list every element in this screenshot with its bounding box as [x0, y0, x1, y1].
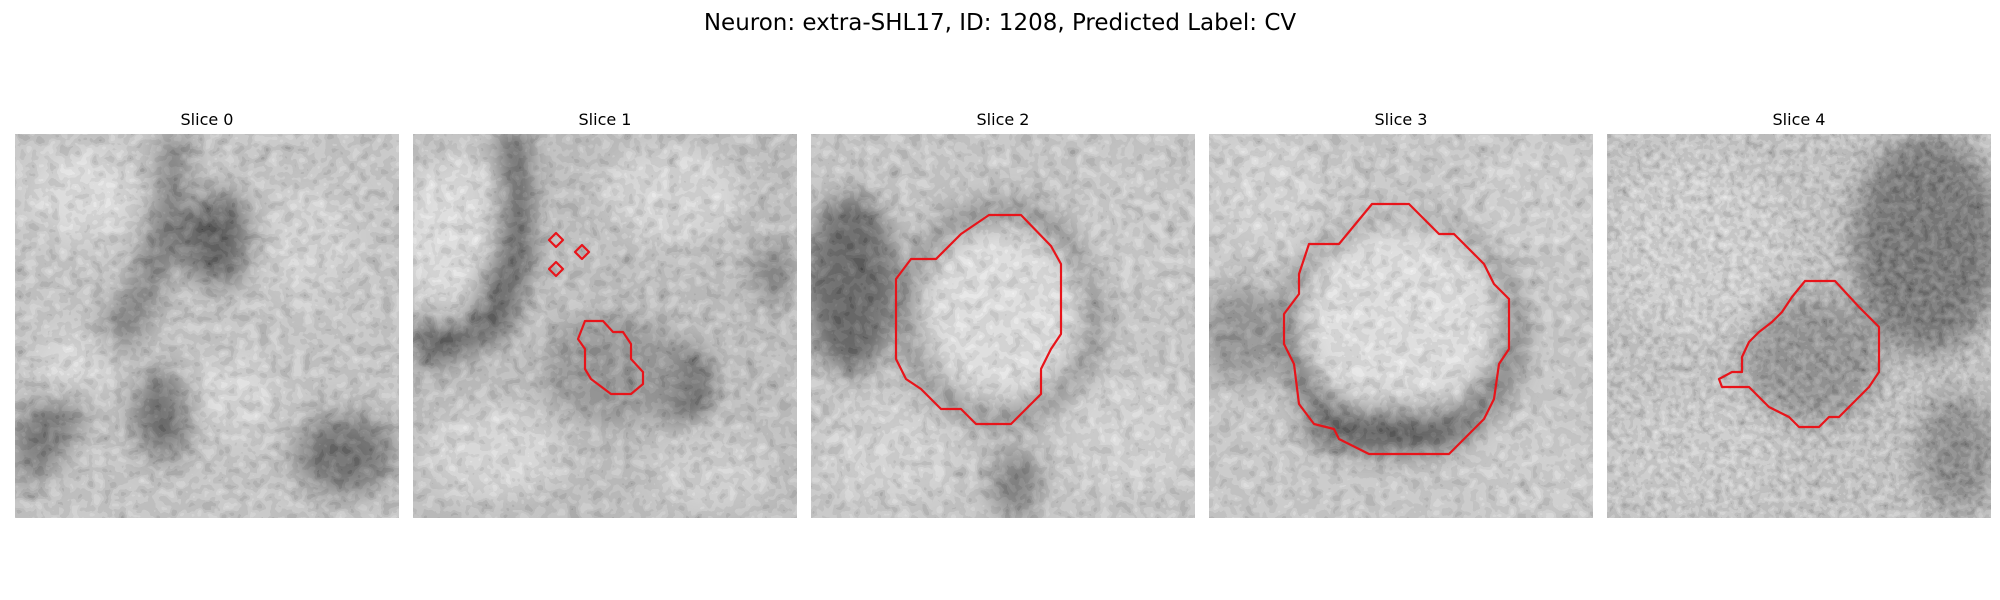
- figure-title: Neuron: extra-SHL17, ID: 1208, Predicted…: [703, 10, 1297, 36]
- segmentation-contour: [1282, 202, 1511, 456]
- segmentation-contour: [894, 213, 1063, 426]
- slice-title-3: Slice 3: [1374, 110, 1428, 129]
- slice-title-4: Slice 4: [1772, 110, 1826, 129]
- segmentation-fragment: [573, 243, 591, 261]
- em-image-slice-4: [1607, 134, 1991, 518]
- em-image-slice-0: [15, 134, 399, 518]
- slice-title-0: Slice 0: [180, 110, 234, 129]
- slice-title-1: Slice 1: [578, 110, 632, 129]
- segmentation-contour: [576, 319, 645, 396]
- em-image-slice-2: [811, 134, 1195, 518]
- em-image-slice-1: [413, 134, 797, 518]
- em-image-slice-3: [1209, 134, 1593, 518]
- slice-title-2: Slice 2: [976, 110, 1030, 129]
- segmentation-fragment: [547, 260, 565, 278]
- segmentation-contour: [1717, 279, 1881, 429]
- segmentation-fragment: [547, 231, 565, 249]
